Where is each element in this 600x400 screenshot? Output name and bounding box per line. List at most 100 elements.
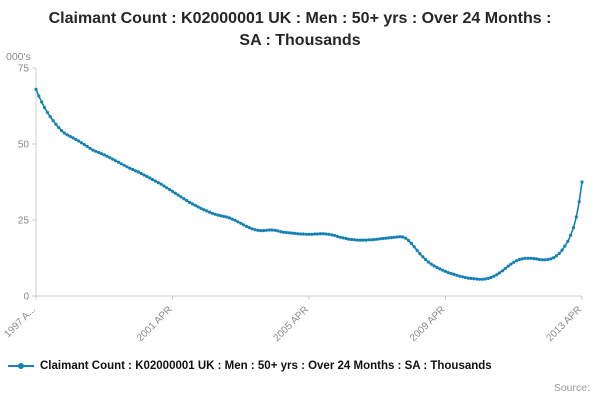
data-point-marker (247, 226, 251, 230)
y-tick-label: 25 (18, 216, 30, 227)
data-point-marker (45, 110, 50, 114)
data-point-marker (136, 170, 140, 174)
data-point-marker (515, 259, 519, 263)
data-point-marker (543, 258, 547, 262)
data-point-marker (42, 105, 47, 110)
data-point-marker (458, 274, 462, 278)
data-point-marker (486, 276, 490, 280)
data-point-marker (301, 232, 305, 236)
data-point-marker (577, 200, 581, 204)
data-point-marker (424, 257, 428, 262)
data-point-marker (469, 276, 473, 280)
data-point-marker (128, 166, 132, 170)
data-point-marker (495, 273, 499, 277)
data-point-marker (108, 156, 112, 160)
data-point-marker (202, 208, 206, 212)
data-point-marker (384, 236, 388, 240)
data-point-marker (509, 262, 513, 266)
data-point-marker (79, 141, 84, 145)
y-tick-label: 0 (23, 292, 29, 303)
data-point-marker (97, 150, 101, 155)
line-chart: 000's 0 25 50 75 1997 A... 2001 APR 2005 APR 2… (2, 51, 584, 344)
data-point-marker (244, 224, 248, 228)
data-point-marker (88, 146, 92, 150)
data-point-marker (557, 251, 561, 255)
data-point-marker (338, 235, 342, 239)
data-point-marker (77, 139, 81, 143)
data-point-marker (327, 232, 331, 236)
data-point-marker (540, 258, 544, 262)
data-point-marker (370, 238, 374, 242)
data-point-marker (574, 215, 578, 219)
data-point-marker (330, 233, 334, 237)
data-point-marker (310, 232, 314, 236)
data-point-marker (253, 228, 257, 232)
data-point-marker (296, 232, 300, 236)
data-point-marker (205, 209, 209, 213)
data-point-marker (34, 87, 38, 91)
data-point-marker (273, 228, 277, 232)
data-point-marker (230, 217, 234, 221)
data-point-marker (426, 260, 430, 264)
data-point-marker (378, 237, 382, 241)
data-point-marker (404, 236, 408, 240)
data-point-marker (478, 277, 482, 281)
data-point-marker (566, 239, 570, 243)
data-point-marker (401, 235, 405, 239)
data-point-marker (461, 275, 465, 279)
data-point-marker (250, 227, 254, 231)
data-point-marker (512, 260, 516, 264)
data-point-marker (406, 238, 411, 242)
y-tick-label: 75 (18, 64, 30, 75)
data-point-marker (114, 159, 118, 163)
data-point-marker (421, 255, 425, 259)
source-label: Source: (553, 382, 590, 394)
data-point-marker (520, 257, 524, 261)
data-point-marker (409, 241, 413, 245)
legend-item[interactable]: Claimant Count : K02000001 UK : Men : 50… (8, 360, 492, 372)
data-point-marker (165, 186, 169, 190)
data-point-marker (463, 275, 467, 280)
data-point-marker (122, 163, 126, 167)
data-point-marker (526, 256, 530, 260)
axes (35, 68, 582, 297)
data-point-marker (364, 238, 368, 242)
data-point-marker (500, 269, 504, 273)
data-point-marker (315, 232, 320, 236)
legend-label: Claimant Count : K02000001 UK : Men : 50… (40, 360, 492, 372)
data-point-marker (199, 206, 203, 210)
data-point-marker (492, 274, 496, 278)
data-point-marker (298, 232, 303, 236)
data-point-marker (375, 237, 379, 241)
data-point-marker (372, 237, 376, 242)
data-point-marker (429, 262, 433, 266)
data-point-marker (352, 238, 357, 242)
data-point-marker (560, 248, 564, 252)
data-point-marker (168, 188, 172, 192)
data-point-marker (219, 214, 223, 218)
data-point-marker (85, 144, 89, 148)
data-point-marker (412, 245, 416, 249)
data-point-marker (190, 202, 194, 206)
data-point-marker (68, 134, 72, 138)
data-point-marker (571, 226, 576, 230)
data-point-marker (554, 254, 559, 258)
data-point-marker (344, 236, 348, 241)
legend-line-marker-icon (8, 363, 34, 369)
data-point-marker (148, 176, 152, 180)
data-point-marker (472, 277, 476, 281)
x-tick-label: 2001 APR (135, 304, 175, 344)
data-point-marker (452, 272, 456, 276)
data-point-marker (111, 157, 115, 161)
data-point-marker (398, 235, 402, 239)
data-point-marker (569, 233, 573, 237)
data-point-marker (395, 235, 399, 239)
data-point-marker (62, 131, 66, 135)
data-point-marker (37, 94, 41, 98)
data-point-marker (517, 257, 522, 262)
data-point-marker (142, 173, 146, 177)
data-point-marker (506, 264, 510, 268)
data-point-marker (185, 198, 189, 203)
data-point-marker (176, 193, 180, 197)
data-point-marker (207, 210, 212, 214)
